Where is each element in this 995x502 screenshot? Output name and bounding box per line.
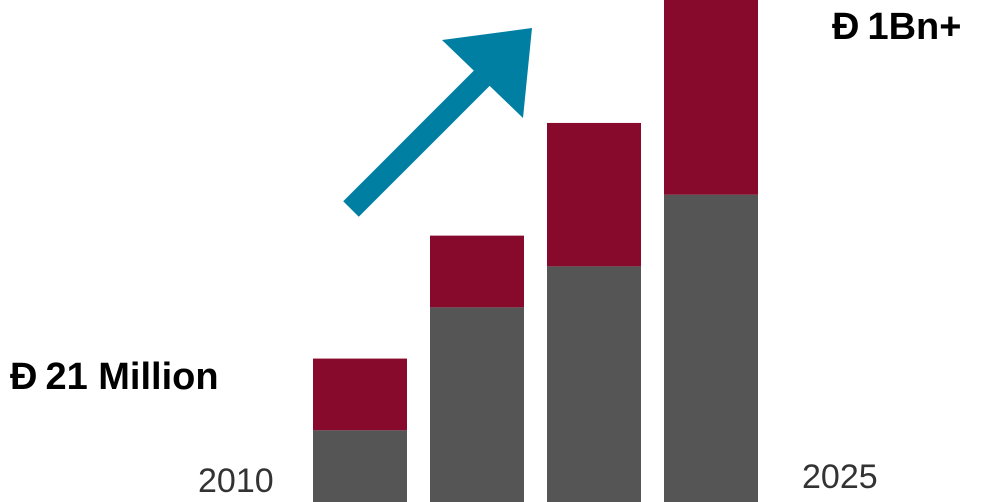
start-value-text: 21 Million [45, 356, 219, 398]
bar-2-segment-2 [430, 235, 524, 308]
bars-group [313, 0, 758, 502]
end-year-label: 2025 [802, 458, 878, 496]
growth-arrow-icon [343, 28, 532, 217]
bar-4-segment-1 [664, 194, 758, 502]
currency-symbol: Ð [10, 356, 38, 398]
bar-4-segment-2 [664, 0, 758, 195]
bar-1-segment-2 [313, 358, 407, 431]
bar-3-segment-1 [547, 266, 641, 502]
bar-1-segment-1 [313, 430, 407, 502]
bar-2-segment-1 [430, 307, 524, 502]
start-year-label: 2010 [198, 462, 274, 500]
arrow-shaft [343, 69, 491, 217]
currency-symbol: Ð [832, 6, 860, 48]
arrow-head [442, 28, 532, 118]
end-value-label: Ð 1Bn+ [832, 6, 961, 49]
bar-3-segment-2 [547, 122, 641, 267]
end-value-text: 1Bn+ [867, 6, 962, 48]
start-value-label: Ð 21 Million [10, 356, 219, 399]
